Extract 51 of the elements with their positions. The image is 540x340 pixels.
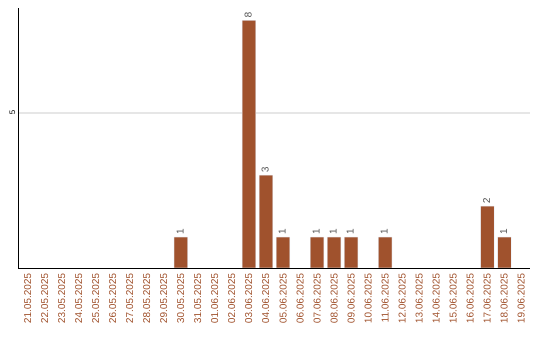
- data-label: 1: [312, 228, 323, 234]
- x-tick-label: 23.05.2025: [56, 272, 68, 324]
- y-tick-label: 5: [8, 109, 17, 114]
- x-tick-label: 01.06.2025: [210, 272, 222, 324]
- data-label: 1: [380, 228, 391, 234]
- x-tick-label: 24.05.2025: [74, 272, 85, 324]
- bar: [378, 236, 392, 268]
- x-tick-label: 31.05.2025: [193, 272, 204, 324]
- data-label: 1: [175, 228, 186, 234]
- x-tick-label: 06.06.2025: [295, 272, 306, 324]
- data-label: 1: [328, 228, 340, 234]
- data-label: 3: [260, 166, 272, 172]
- x-tick-label: 09.06.2025: [346, 272, 358, 324]
- x-tick-label: 18.06.2025: [500, 272, 511, 324]
- x-tick-label: 07.06.2025: [312, 272, 324, 324]
- x-tick-label: 05.06.2025: [278, 272, 290, 324]
- bar: [310, 236, 324, 268]
- x-tick-label: 25.05.2025: [90, 272, 102, 324]
- x-tick-label: 15.06.2025: [448, 272, 460, 324]
- x-tick-label: 14.06.2025: [432, 272, 443, 324]
- x-tick-label: 03.06.2025: [244, 272, 256, 324]
- data-label: 1: [278, 228, 289, 234]
- x-tick-label: 12.06.2025: [398, 272, 408, 324]
- x-tick-label: 22.05.2025: [40, 272, 51, 324]
- bar: [242, 20, 256, 268]
- bar: [174, 236, 188, 268]
- x-tick-label: 11.06.2025: [380, 272, 392, 322]
- x-tick-label: 19.06.2025: [516, 272, 528, 324]
- data-label: 1: [498, 228, 510, 234]
- bar: [258, 174, 274, 268]
- bar: [276, 236, 290, 268]
- x-tick-label: 21.05.2025: [22, 272, 34, 324]
- bar: [497, 236, 512, 268]
- x-tick-label: 04.06.2025: [261, 272, 272, 324]
- x-tick-label: 27.05.2025: [124, 272, 136, 324]
- x-tick-label: 13.06.2025: [414, 272, 426, 324]
- bar: [344, 236, 358, 268]
- x-tick-label: 10.06.2025: [363, 272, 374, 324]
- bar: [327, 236, 342, 268]
- x-tick-label: 26.05.2025: [108, 272, 119, 324]
- x-tick-label: 29.05.2025: [159, 272, 170, 324]
- x-tick-label: 02.06.2025: [227, 272, 238, 324]
- x-tick-label: 17.06.2025: [482, 272, 494, 324]
- bar: [480, 206, 494, 268]
- x-tick-label: 28.05.2025: [142, 272, 153, 324]
- data-label: 8: [243, 11, 254, 18]
- x-tick-label: 16.06.2025: [466, 272, 477, 324]
- x-tick-label: 30.05.2025: [176, 272, 188, 324]
- x-tick-label: 08.06.2025: [329, 272, 340, 324]
- data-label: 2: [482, 197, 493, 204]
- data-label: 1: [346, 228, 357, 234]
